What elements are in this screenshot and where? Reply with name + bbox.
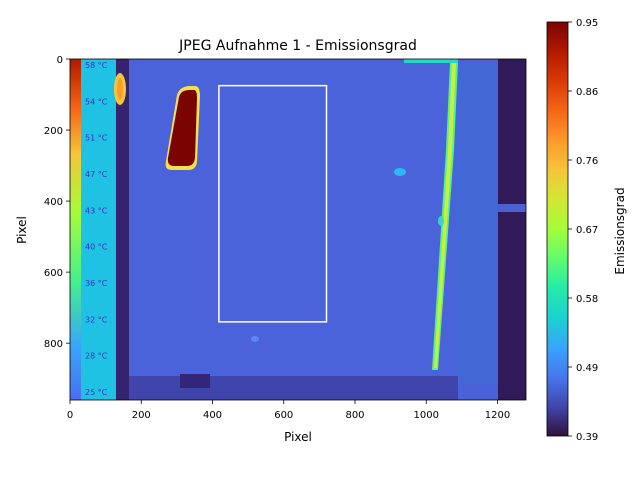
scale-temperature-label: 40 °C — [85, 243, 108, 252]
roi-rectangle — [218, 84, 328, 323]
scale-temperature-label: 43 °C — [85, 206, 108, 215]
scale-temperature-label: 47 °C — [85, 170, 108, 179]
colorbar-tick-label: 0.76 — [576, 156, 598, 167]
y-axis: 0 200 400 600 800 — [44, 55, 70, 350]
scale-temperature-label: 32 °C — [85, 315, 108, 324]
x-tick-label: 0 — [67, 410, 73, 421]
colorbar-tick-label: 0.49 — [576, 363, 598, 374]
x-tick-label: 200 — [132, 410, 151, 421]
scale-temperature-label: 54 °C — [85, 97, 108, 106]
colorbar-ticks: 0.95 0.86 0.76 0.67 0.58 0.49 0.39 — [568, 18, 598, 443]
top-bright-line — [404, 59, 458, 63]
y-tick-label: 800 — [44, 339, 63, 350]
right-edge-line-core — [434, 62, 456, 368]
small-bright-blob — [394, 168, 406, 176]
right-dark-band — [498, 59, 526, 400]
scale-temperature-label: 25 °C — [85, 388, 108, 397]
right-panel-region — [455, 64, 505, 384]
left-color-ramp — [70, 59, 81, 400]
right-edge-notch — [498, 204, 526, 212]
y-tick-label: 0 — [57, 55, 63, 66]
scale-temperature-label: 28 °C — [85, 352, 108, 361]
colorbar-tick-label: 0.86 — [576, 87, 598, 98]
colorbar-tick-label: 0.58 — [576, 294, 598, 305]
y-axis-label: Pixel — [15, 216, 29, 244]
colorbar-tick-label: 0.39 — [576, 432, 598, 443]
x-tick-label: 600 — [274, 410, 293, 421]
x-tick-label: 800 — [345, 410, 364, 421]
colorbar-tick-label: 0.67 — [576, 225, 598, 236]
plot-frame — [69, 58, 527, 401]
x-tick-label: 400 — [203, 410, 222, 421]
bottom-dark-band — [128, 376, 458, 400]
colorbar-label: Emissionsgrad — [613, 187, 627, 274]
left-hot-patch-core — [117, 78, 123, 100]
x-axis: 0 200 400 600 800 1000 1200 — [67, 400, 510, 421]
x-tick-label: 1000 — [414, 410, 439, 421]
x-axis-label: Pixel — [284, 430, 312, 444]
colorbar-tick-label: 0.95 — [576, 18, 598, 29]
hot-spot-core — [167, 90, 197, 166]
left-scale-strip — [81, 59, 116, 400]
x-tick-label: 1200 — [485, 410, 510, 421]
small-bright-blob-2 — [438, 216, 444, 226]
small-spot — [251, 336, 259, 342]
chart-title: JPEG Aufnahme 1 - Emissionsgrad — [178, 38, 417, 54]
scale-temperature-label: 58 °C — [85, 61, 108, 70]
y-tick-label: 600 — [44, 268, 63, 279]
embedded-scale-labels: 58 °C 54 °C 51 °C 47 °C 43 °C 40 °C 36 °C 32 °C… — [85, 61, 108, 397]
y-tick-label: 400 — [44, 197, 63, 208]
bottom-shadow — [180, 374, 210, 388]
heatmap-image: 58 °C 54 °C 51 °C 47 °C 43 °C 40 °C 36 °C 32 °C… — [70, 59, 526, 400]
y-tick-label: 200 — [44, 126, 63, 137]
scale-temperature-label: 36 °C — [85, 279, 108, 288]
scale-temperature-label: 51 °C — [85, 134, 108, 143]
colorbar — [546, 21, 569, 437]
left-dark-band — [115, 59, 129, 400]
